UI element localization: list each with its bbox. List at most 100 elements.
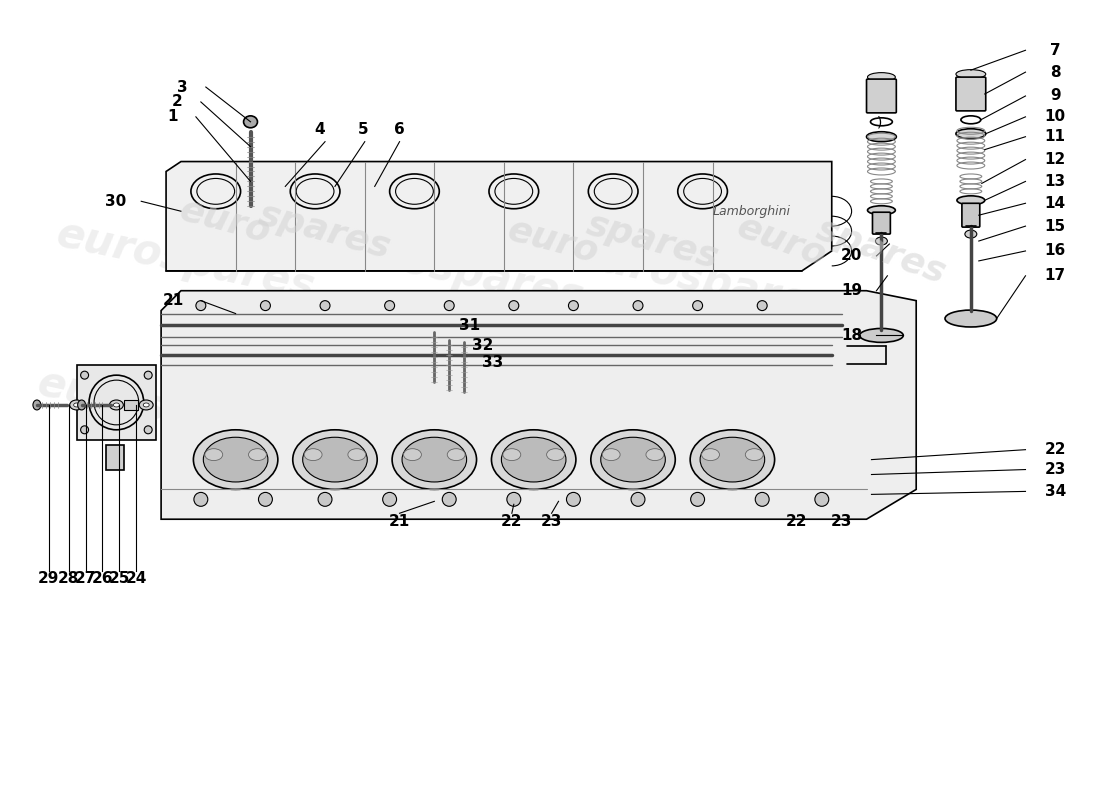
Ellipse shape <box>697 311 717 339</box>
Text: spares: spares <box>255 197 395 265</box>
Ellipse shape <box>646 449 663 461</box>
Text: 24: 24 <box>125 571 147 586</box>
Text: euro: euro <box>504 213 603 270</box>
Circle shape <box>320 301 330 310</box>
Circle shape <box>815 492 828 506</box>
Text: 19: 19 <box>842 283 862 298</box>
Circle shape <box>196 301 206 310</box>
Ellipse shape <box>316 343 334 368</box>
Text: 12: 12 <box>1045 152 1066 167</box>
Circle shape <box>847 310 877 340</box>
Ellipse shape <box>448 449 465 461</box>
Ellipse shape <box>420 343 438 368</box>
Ellipse shape <box>733 311 752 339</box>
Ellipse shape <box>690 430 774 490</box>
Text: 25: 25 <box>109 571 130 586</box>
Ellipse shape <box>868 206 895 214</box>
Text: 6: 6 <box>394 122 405 138</box>
Text: eurospares: eurospares <box>292 362 558 458</box>
Polygon shape <box>166 162 832 271</box>
Text: 31: 31 <box>459 318 481 333</box>
Circle shape <box>194 492 208 506</box>
Circle shape <box>839 311 846 318</box>
Ellipse shape <box>78 400 86 410</box>
Ellipse shape <box>767 311 786 339</box>
Ellipse shape <box>74 403 79 407</box>
Circle shape <box>507 492 520 506</box>
Circle shape <box>878 334 883 339</box>
Circle shape <box>848 303 854 310</box>
Text: 10: 10 <box>1045 110 1066 124</box>
Ellipse shape <box>305 449 322 461</box>
Ellipse shape <box>594 343 613 368</box>
Ellipse shape <box>454 311 474 339</box>
Text: eurospares: eurospares <box>53 213 319 309</box>
Circle shape <box>442 492 456 506</box>
Text: 22: 22 <box>1045 442 1066 457</box>
FancyBboxPatch shape <box>872 212 890 234</box>
Text: eurospares: eurospares <box>321 223 587 318</box>
Circle shape <box>880 322 887 329</box>
Text: 32: 32 <box>472 338 494 353</box>
Ellipse shape <box>768 343 786 368</box>
Ellipse shape <box>663 343 682 368</box>
Circle shape <box>632 301 644 310</box>
Ellipse shape <box>628 311 648 339</box>
Ellipse shape <box>293 430 377 490</box>
Circle shape <box>869 303 876 310</box>
Text: eurospares: eurospares <box>33 362 299 458</box>
Circle shape <box>318 492 332 506</box>
Ellipse shape <box>591 430 675 490</box>
Ellipse shape <box>834 346 859 364</box>
Text: 28: 28 <box>58 571 79 586</box>
Ellipse shape <box>593 311 613 339</box>
Ellipse shape <box>176 311 196 339</box>
Bar <box>77 366 156 440</box>
Circle shape <box>869 342 876 347</box>
Ellipse shape <box>402 438 466 482</box>
Ellipse shape <box>663 311 683 339</box>
Ellipse shape <box>246 343 264 368</box>
Text: 23: 23 <box>541 514 562 529</box>
Circle shape <box>566 492 581 506</box>
Text: 3: 3 <box>177 79 188 94</box>
FancyBboxPatch shape <box>961 203 980 227</box>
Ellipse shape <box>956 129 986 138</box>
FancyBboxPatch shape <box>956 77 986 111</box>
Ellipse shape <box>702 449 719 461</box>
Circle shape <box>859 301 865 306</box>
Bar <box>107 445 124 470</box>
Ellipse shape <box>177 343 195 368</box>
Circle shape <box>631 492 645 506</box>
Text: 14: 14 <box>1045 196 1066 210</box>
Circle shape <box>383 492 397 506</box>
Ellipse shape <box>746 449 763 461</box>
Text: 21: 21 <box>389 514 410 529</box>
Circle shape <box>385 301 395 310</box>
Text: 15: 15 <box>1045 218 1066 234</box>
Text: 23: 23 <box>1045 462 1066 477</box>
Ellipse shape <box>280 311 300 339</box>
Ellipse shape <box>419 311 439 339</box>
Ellipse shape <box>315 311 336 339</box>
Text: 29: 29 <box>39 571 59 586</box>
Ellipse shape <box>734 343 751 368</box>
Ellipse shape <box>211 311 231 339</box>
Ellipse shape <box>868 73 895 82</box>
Bar <box>124 400 139 410</box>
Ellipse shape <box>113 403 120 407</box>
Ellipse shape <box>956 70 986 78</box>
Ellipse shape <box>212 343 230 368</box>
Ellipse shape <box>601 438 666 482</box>
Text: ): ) <box>877 116 882 130</box>
Text: 4: 4 <box>315 122 326 138</box>
Circle shape <box>859 344 865 350</box>
Text: spares: spares <box>812 212 952 290</box>
Circle shape <box>757 301 767 310</box>
Ellipse shape <box>492 430 576 490</box>
Text: 23: 23 <box>830 514 852 529</box>
Ellipse shape <box>143 403 150 407</box>
Circle shape <box>444 301 454 310</box>
Circle shape <box>837 322 843 329</box>
Text: eurospares: eurospares <box>550 372 816 468</box>
